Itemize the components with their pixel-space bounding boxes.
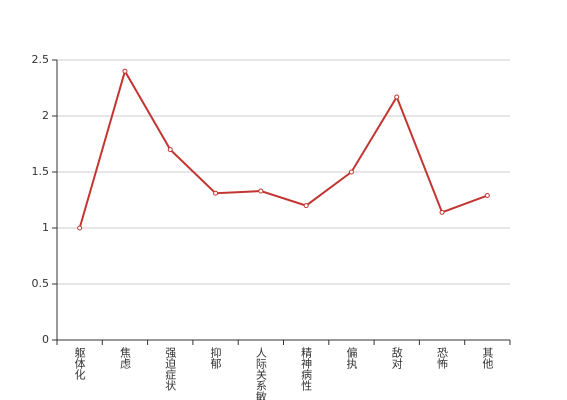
y-tick-label: 0.5 (32, 277, 50, 290)
y-tick-label: 1 (42, 221, 49, 234)
x-tick-label: 恐怖 (436, 347, 449, 369)
x-tick-label: 人际关系敏感 (254, 347, 267, 400)
x-tick-label: 偏执 (345, 346, 358, 370)
point (439, 209, 445, 215)
line (78, 68, 488, 229)
x-tick-label: 精神病性 (300, 347, 313, 392)
point (348, 169, 354, 175)
point (213, 190, 219, 196)
x-tick-label: 抑郁 (209, 346, 222, 369)
y-tick-label: 1.5 (32, 165, 50, 178)
point (77, 225, 83, 231)
point (122, 68, 128, 74)
point (258, 188, 264, 194)
x-tick-label: 躯体化 (73, 347, 86, 381)
y-tick-label: 2 (42, 109, 49, 122)
y-tick-label: 2.5 (32, 53, 50, 66)
point (303, 203, 309, 209)
point (394, 94, 400, 100)
x-tick-label: 强迫症状 (164, 347, 177, 391)
x-tick-label: 焦虑 (118, 347, 131, 369)
x-tick-label: 其他 (481, 347, 494, 369)
y-tick-label: 0 (42, 333, 49, 346)
point (167, 147, 173, 153)
point (484, 193, 490, 199)
x-tick-label: 敌对 (390, 346, 403, 369)
